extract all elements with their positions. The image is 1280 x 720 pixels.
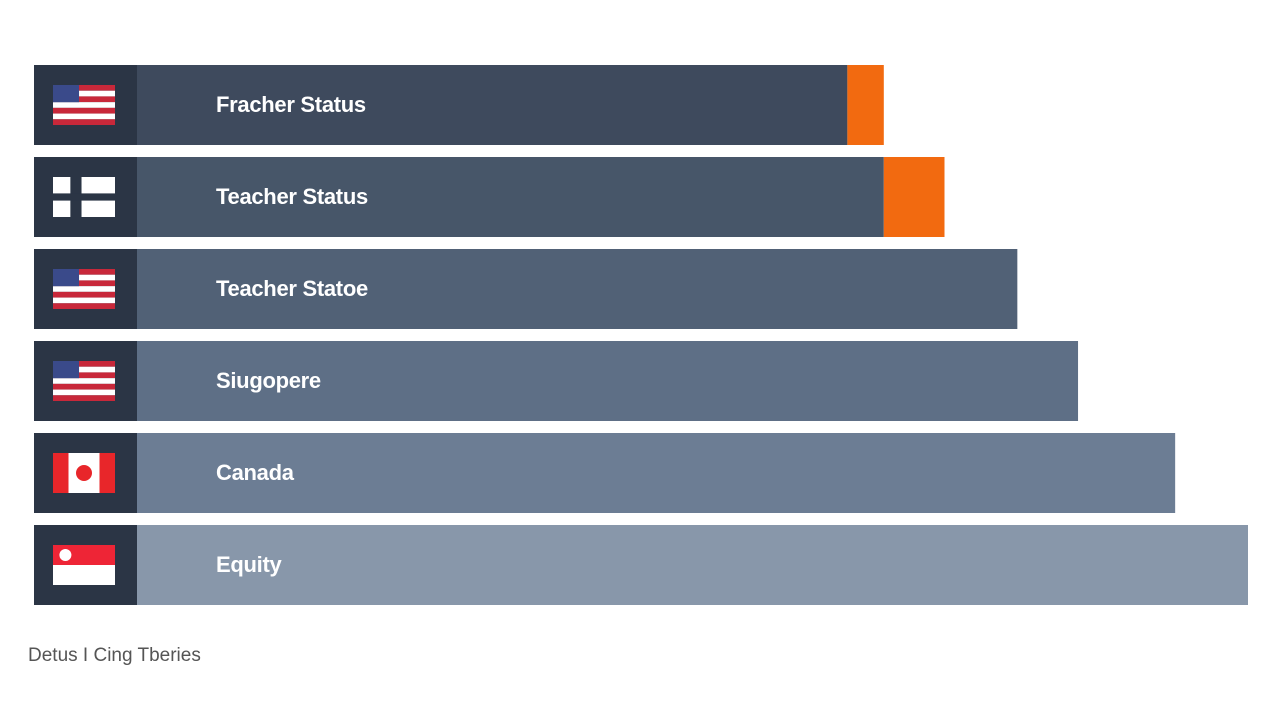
- flag-stripe: [53, 274, 115, 281]
- flag-band: [99, 453, 115, 493]
- flag: [53, 177, 115, 217]
- flag-stripe: [53, 269, 115, 275]
- bar: [34, 65, 848, 145]
- flag-stripe: [53, 286, 115, 292]
- bar: [34, 157, 884, 237]
- bar-label: Fracher Status: [216, 92, 366, 117]
- flag-cross: [53, 193, 115, 201]
- flag-stripe: [53, 291, 115, 298]
- flag: [53, 453, 115, 493]
- flag-stripe: [53, 395, 115, 401]
- flag-stripe: [53, 113, 115, 120]
- flag-stripe: [53, 280, 115, 287]
- flag-stripe: [53, 85, 115, 91]
- flag-stripe: [53, 90, 115, 97]
- caption: Detus I Cing Tberies: [28, 645, 201, 666]
- flag-stripe: [53, 107, 115, 114]
- flag-stripe: [53, 372, 115, 379]
- flag-stripe: [53, 303, 115, 309]
- bar: [34, 341, 1079, 421]
- flag: [53, 361, 115, 401]
- flag-stripe: [53, 378, 115, 384]
- flag-stripe: [53, 383, 115, 390]
- flag-canton: [53, 85, 80, 103]
- flag: [53, 545, 115, 585]
- flag-moon: [59, 549, 72, 561]
- bar: [34, 433, 1176, 513]
- flag-stripe: [53, 96, 115, 103]
- flag-band: [53, 453, 69, 493]
- bar-label: Canada: [216, 460, 295, 485]
- bar-label: Teacher Status: [216, 184, 368, 209]
- bar-accent: [883, 157, 945, 237]
- bar-label: Teacher Statoe: [216, 276, 368, 301]
- flag-stripe: [53, 102, 115, 108]
- flag-leaf: [76, 465, 92, 481]
- bar: [34, 525, 1248, 605]
- flag-stripe: [53, 297, 115, 304]
- flag-stripe: [53, 389, 115, 396]
- flag-canton: [53, 361, 80, 379]
- flag: [53, 85, 115, 125]
- flag-stripe: [53, 366, 115, 373]
- flag-stripe: [53, 119, 115, 125]
- bar-label: Equity: [216, 552, 282, 577]
- bar-accent: [847, 65, 884, 145]
- flag-stripe: [53, 361, 115, 367]
- bar-label: Siugopere: [216, 368, 321, 393]
- flag: [53, 269, 115, 309]
- flag-canton: [53, 269, 80, 287]
- bar: [34, 249, 1018, 329]
